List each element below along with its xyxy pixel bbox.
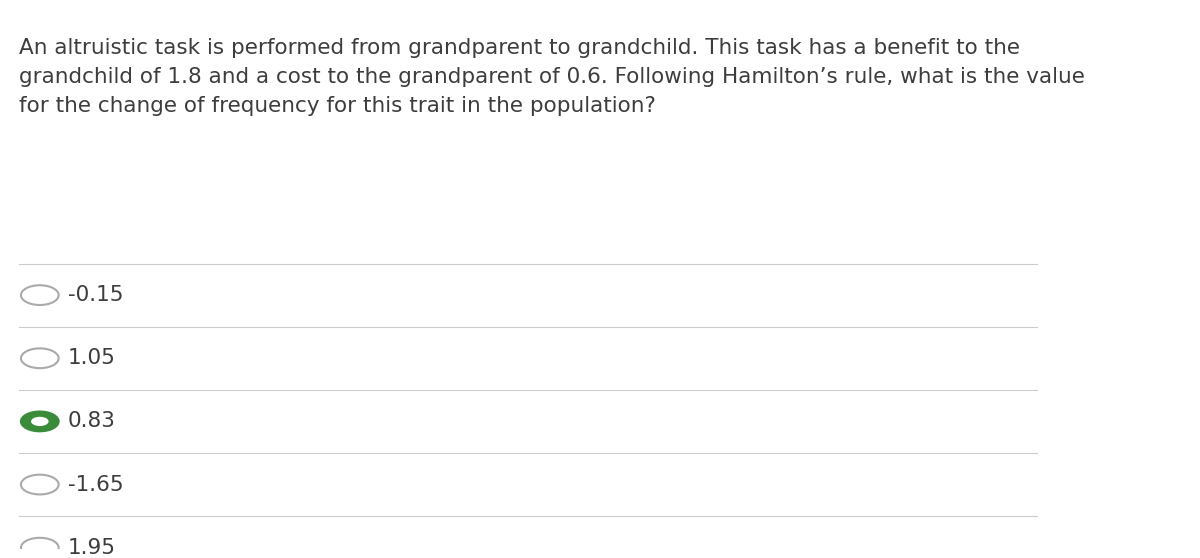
Text: 0.83: 0.83 — [68, 411, 116, 431]
Text: 1.05: 1.05 — [68, 348, 116, 368]
Text: An altruistic task is performed from grandparent to grandchild. This task has a : An altruistic task is performed from gra… — [19, 39, 1085, 116]
Circle shape — [31, 417, 48, 426]
Circle shape — [20, 538, 59, 557]
Circle shape — [20, 348, 59, 368]
Circle shape — [20, 475, 59, 494]
Circle shape — [20, 285, 59, 305]
Text: -1.65: -1.65 — [68, 474, 124, 494]
Text: -0.15: -0.15 — [68, 285, 124, 305]
Circle shape — [20, 412, 59, 431]
Text: 1.95: 1.95 — [68, 538, 116, 557]
